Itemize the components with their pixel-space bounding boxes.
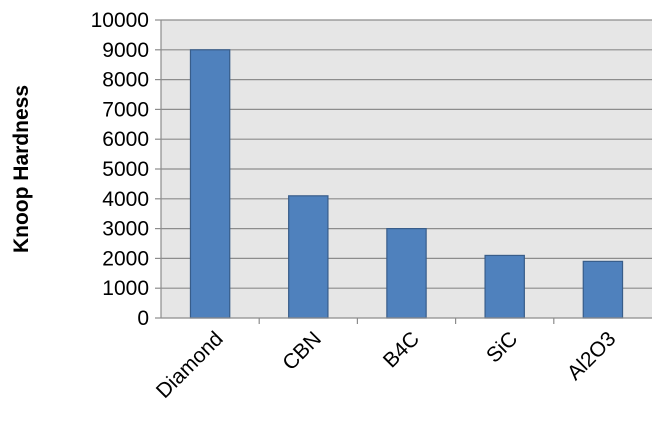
- bars: [189, 49, 624, 319]
- x-tick-label: SiC: [482, 327, 522, 367]
- bar-diamond: [189, 49, 231, 319]
- x-tick-label: Diamond: [152, 327, 228, 403]
- y-tick-label: 0: [137, 307, 149, 330]
- y-tick-labels: 0 1000 2000 3000 4000 5000 6000 7000 8000 9000 100…: [91, 9, 149, 330]
- y-tick-label: 10000: [91, 9, 149, 32]
- y-tick-label: 2000: [102, 247, 149, 270]
- y-tick-label: 4000: [102, 188, 149, 211]
- x-tick-label: CBN: [278, 327, 326, 375]
- x-axis-ticks: [258, 318, 555, 324]
- x-tick-label: B4C: [379, 327, 424, 372]
- bar-b4c: [386, 228, 427, 319]
- y-tick-label: 3000: [102, 218, 149, 241]
- bar-al2o3: [582, 260, 624, 319]
- bar-cbn: [288, 195, 329, 319]
- y-tick-label: 5000: [102, 158, 149, 181]
- y-axis-ticks: [155, 19, 161, 319]
- y-axis-title: Knoop Hardness: [10, 85, 33, 253]
- y-tick-label: 7000: [102, 98, 149, 121]
- bar-sic: [484, 254, 525, 319]
- x-tick-label: Al2O3: [563, 327, 621, 385]
- y-tick-label: 8000: [102, 69, 149, 92]
- y-tick-label: 6000: [102, 128, 149, 151]
- x-tick-labels: Diamond CBN B4C SiC Al2O3: [152, 327, 620, 403]
- y-tick-label: 9000: [102, 39, 149, 62]
- y-tick-label: 1000: [102, 277, 149, 300]
